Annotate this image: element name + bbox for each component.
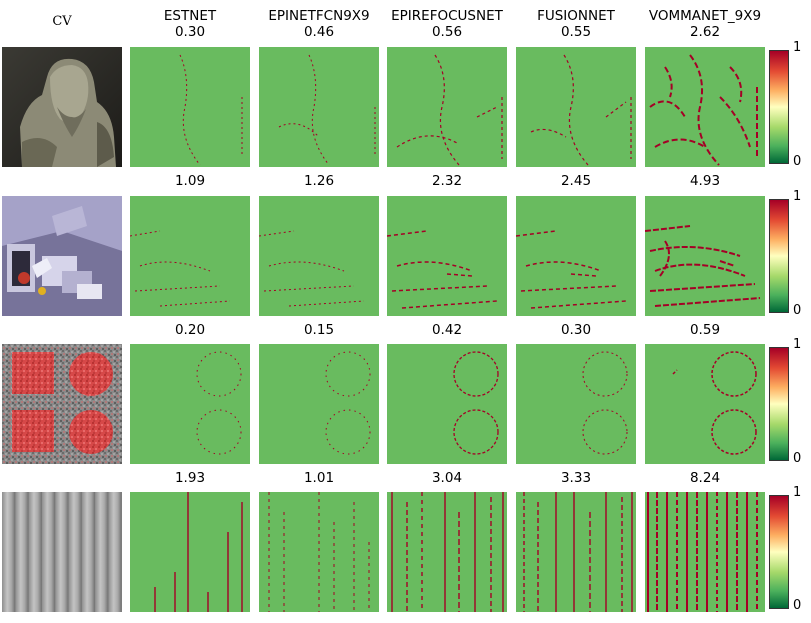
- score-r0-c2: 0.56: [431, 24, 463, 40]
- colorbar-r0-min: 0: [793, 154, 802, 169]
- error-map-r2-c0: [130, 344, 250, 464]
- score-r2-c3: 0.30: [560, 322, 592, 338]
- error-map-r2-c3: [516, 344, 636, 464]
- error-map-r1-c1: [259, 196, 379, 316]
- colorbar-r0-max: 1: [793, 40, 802, 55]
- colorbar-r1-max: 1: [793, 189, 802, 204]
- error-map-r3-c3: [516, 492, 636, 612]
- error-map-r0-c3: [516, 47, 636, 167]
- error-map-r0-c4: [645, 47, 765, 167]
- error-map-r1-c0: [130, 196, 250, 316]
- score-r1-c0: 1.09: [174, 173, 206, 189]
- error-map-r3-c1: [259, 492, 379, 612]
- method-header-vommanet-9x9: VOMMANET_9X9: [648, 8, 762, 24]
- colorbar-r3: [769, 495, 789, 609]
- score-r1-c3: 2.45: [560, 173, 592, 189]
- method-header-epinetfcn9x9: EPINETFCN9X9: [268, 8, 370, 24]
- score-r3-c4: 8.24: [689, 470, 721, 486]
- colorbar-r3-max: 1: [793, 485, 802, 500]
- method-header-fusionnet: FUSIONNET: [537, 8, 615, 24]
- score-r1-c1: 1.26: [303, 173, 335, 189]
- score-r0-c0: 0.30: [174, 24, 206, 40]
- input-image-stripes: [2, 492, 122, 612]
- method-header-estnet: ESTNET: [163, 8, 217, 24]
- input-image-dots: [2, 344, 122, 464]
- score-r1-c4: 4.93: [689, 173, 721, 189]
- colorbar-r0: [769, 50, 789, 164]
- error-map-r3-c4: [645, 492, 765, 612]
- colorbar-r2-max: 1: [793, 337, 802, 352]
- score-r3-c1: 1.01: [303, 470, 335, 486]
- error-map-r3-c0: [130, 492, 250, 612]
- error-map-r0-c2: [387, 47, 507, 167]
- score-r3-c0: 1.93: [174, 470, 206, 486]
- score-r2-c4: 0.59: [689, 322, 721, 338]
- score-r2-c2: 0.42: [431, 322, 463, 338]
- method-header-epirefocusnet: EPIREFOCUSNET: [391, 8, 503, 24]
- score-r1-c2: 2.32: [431, 173, 463, 189]
- error-map-r0-c0: [130, 47, 250, 167]
- error-map-r2-c4: [645, 344, 765, 464]
- colorbar-r2-min: 0: [793, 451, 802, 466]
- input-image-boxes: [2, 196, 122, 316]
- input-image-statue: [2, 47, 122, 167]
- score-r3-c3: 3.33: [560, 470, 592, 486]
- colorbar-r1-min: 0: [793, 303, 802, 318]
- error-map-r1-c3: [516, 196, 636, 316]
- error-map-r2-c1: [259, 344, 379, 464]
- score-r0-c4: 2.62: [689, 24, 721, 40]
- error-map-r1-c2: [387, 196, 507, 316]
- error-map-r0-c1: [259, 47, 379, 167]
- score-r2-c1: 0.15: [303, 322, 335, 338]
- score-r2-c0: 0.20: [174, 322, 206, 338]
- score-r0-c1: 0.46: [303, 24, 335, 40]
- error-map-r3-c2: [387, 492, 507, 612]
- colorbar-r2: [769, 347, 789, 461]
- input-column-label: CV: [52, 14, 72, 29]
- colorbar-r1: [769, 199, 789, 313]
- score-r0-c3: 0.55: [560, 24, 592, 40]
- colorbar-r3-min: 0: [793, 598, 802, 613]
- score-r3-c2: 3.04: [431, 470, 463, 486]
- error-map-r1-c4: [645, 196, 765, 316]
- error-map-r2-c2: [387, 344, 507, 464]
